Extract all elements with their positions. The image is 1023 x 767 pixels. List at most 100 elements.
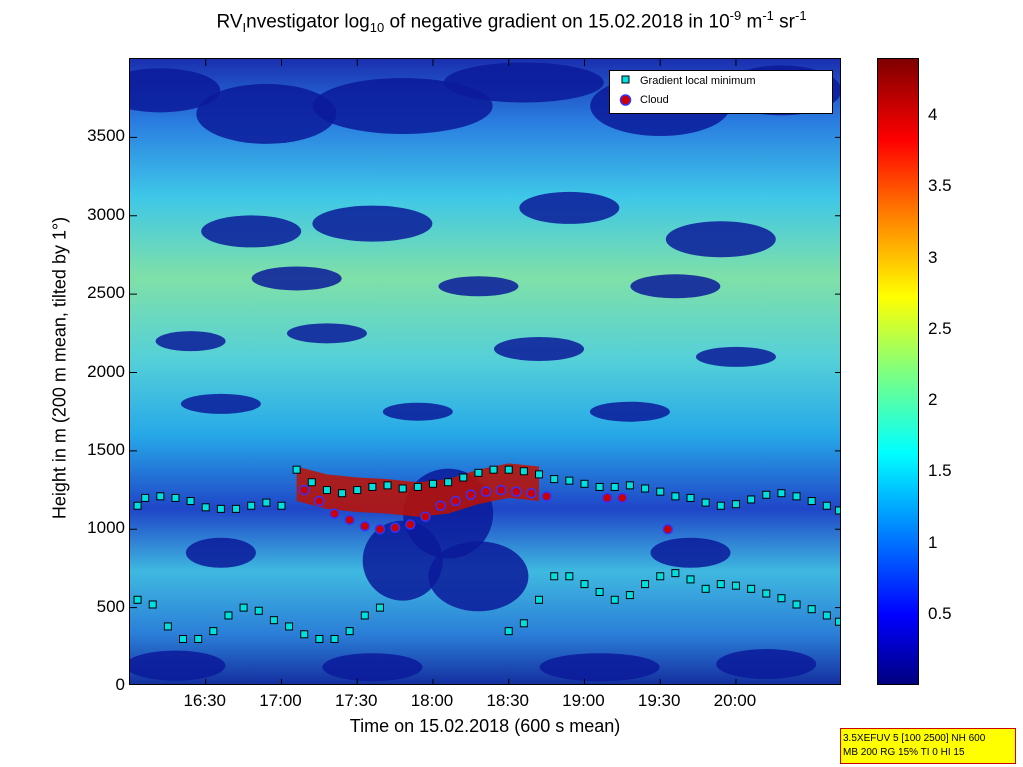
heatmap-plot-area	[129, 58, 841, 685]
background-blob-18	[382, 402, 453, 421]
gradient-minimum-point	[656, 487, 665, 496]
gradient-minimum-point	[580, 580, 589, 589]
background-blob-12	[630, 274, 721, 299]
info-line-2: MB 200 RG 15% TI 0 HI 15	[843, 747, 965, 758]
gradient-minimum-point	[716, 501, 725, 510]
gradient-minimum-point	[777, 594, 786, 603]
colorbar-tick-label: 1	[928, 532, 938, 552]
gradient-minimum-point	[671, 492, 680, 501]
gradient-minimum-point	[239, 603, 248, 612]
y-tick-label: 2000	[87, 361, 125, 381]
background-blob-23	[185, 537, 256, 568]
gradient-minimum-point	[216, 504, 225, 513]
y-tick-label: 3500	[87, 126, 125, 146]
gradient-minimum-point	[671, 569, 680, 578]
gradient-minimum-point	[141, 493, 150, 502]
gradient-minimum-point	[262, 498, 271, 507]
y-tick-label: 500	[96, 596, 125, 616]
gradient-minimum-point	[383, 481, 392, 490]
y-tick-label: 1000	[87, 518, 125, 538]
legend-entry-cloud: Cloud	[640, 94, 669, 106]
gradient-minimum-point	[565, 572, 574, 581]
gradient-minimum-point	[338, 489, 347, 498]
gradient-minimum-point	[148, 600, 157, 609]
gradient-minimum-point	[686, 575, 695, 584]
background-blob-9	[665, 221, 776, 258]
y-tick-label: 3000	[87, 204, 125, 224]
gradient-minimum-point	[807, 497, 816, 506]
gradient-minimum-point	[686, 493, 695, 502]
cloud-point	[541, 491, 552, 502]
gradient-minimum-point	[368, 482, 377, 491]
cloud-point	[405, 519, 416, 530]
colorbar-tick-label: 2	[928, 390, 938, 409]
background-blob-27	[539, 653, 660, 682]
gradient-minimum-point	[330, 634, 339, 643]
gradient-minimum-point	[504, 627, 513, 636]
gradient-minimum-point	[747, 584, 756, 593]
gradient-minimum-point	[201, 503, 210, 512]
parameter-info-box: 3.5XEFUV 5 [100 2500] NH 600 MB 200 RG 15…	[840, 728, 1016, 764]
gradient-minimum-point	[171, 493, 180, 502]
gradient-minimum-point	[428, 479, 437, 488]
gradient-minimum-point	[519, 467, 528, 476]
gradient-minimum-point	[300, 630, 309, 639]
gradient-minimum-point	[133, 595, 142, 604]
gradient-minimum-point	[701, 498, 710, 507]
background-blob-16	[695, 346, 776, 367]
gradient-minimum-point	[504, 465, 513, 474]
background-blob-10	[251, 266, 342, 291]
x-tick-label: 19:00	[562, 691, 605, 710]
gradient-minimum-point	[133, 501, 142, 510]
y-tick-label: 0	[115, 675, 125, 694]
cloud-point	[374, 524, 386, 535]
cloud-point	[450, 495, 461, 507]
plot-svg	[130, 59, 840, 684]
background-blob-11	[438, 276, 519, 297]
x-tick-label: 20:00	[713, 691, 757, 710]
gradient-minimum-point	[792, 600, 801, 609]
colorbar-tick-label: 0.5	[928, 603, 952, 623]
gradient-minimum-point	[360, 611, 369, 620]
cloud-point	[511, 486, 522, 497]
gradient-minimum-point	[550, 475, 559, 484]
gradient-minimum-point	[307, 478, 316, 487]
x-axis-label: Time on 15.02.2018 (600 s mean)	[349, 716, 621, 736]
background-blob-21	[362, 520, 443, 601]
gradient-minimum-point	[595, 482, 604, 491]
x-tick-label: 17:30	[334, 691, 378, 710]
background-blob-19	[589, 401, 670, 422]
gradient-minimum-point	[285, 622, 294, 631]
background-blob-3	[443, 62, 604, 103]
cloud-point	[389, 522, 401, 533]
cloud-point	[617, 492, 628, 504]
legend-marker-square-icon	[621, 75, 630, 84]
gradient-minimum-point	[625, 591, 634, 600]
gradient-minimum-point	[315, 634, 324, 643]
background-blob-0	[130, 68, 221, 113]
gradient-minimum-point	[807, 605, 816, 614]
colorbar-tick-label: 3	[928, 247, 938, 267]
background-blob-14	[286, 323, 367, 344]
gradient-minimum-point	[595, 587, 604, 596]
background-blob-25	[130, 650, 226, 681]
background-blob-13	[155, 331, 226, 352]
gradient-minimum-point	[656, 572, 665, 581]
cloud-point	[298, 484, 310, 496]
background-blob-28	[716, 649, 817, 680]
background-blob-22	[428, 541, 529, 612]
gradient-minimum-point	[610, 595, 619, 604]
background-blob-1	[196, 83, 337, 144]
gradient-minimum-point	[822, 501, 831, 510]
gradient-minimum-point	[519, 619, 528, 628]
gradient-minimum-point	[834, 506, 840, 515]
gradient-minimum-point	[762, 490, 771, 499]
legend-markers	[619, 75, 632, 106]
gradient-minimum-point	[550, 572, 559, 581]
chart-title: RVInvestigator log10 of negative gradien…	[216, 8, 807, 36]
legend-entry-gradient: Gradient local minimum	[640, 75, 756, 87]
cloud-point	[435, 500, 446, 511]
y-tick-label: 1500	[87, 439, 125, 459]
background-blob-17	[180, 393, 261, 414]
y-tick-label: 2500	[87, 283, 125, 303]
